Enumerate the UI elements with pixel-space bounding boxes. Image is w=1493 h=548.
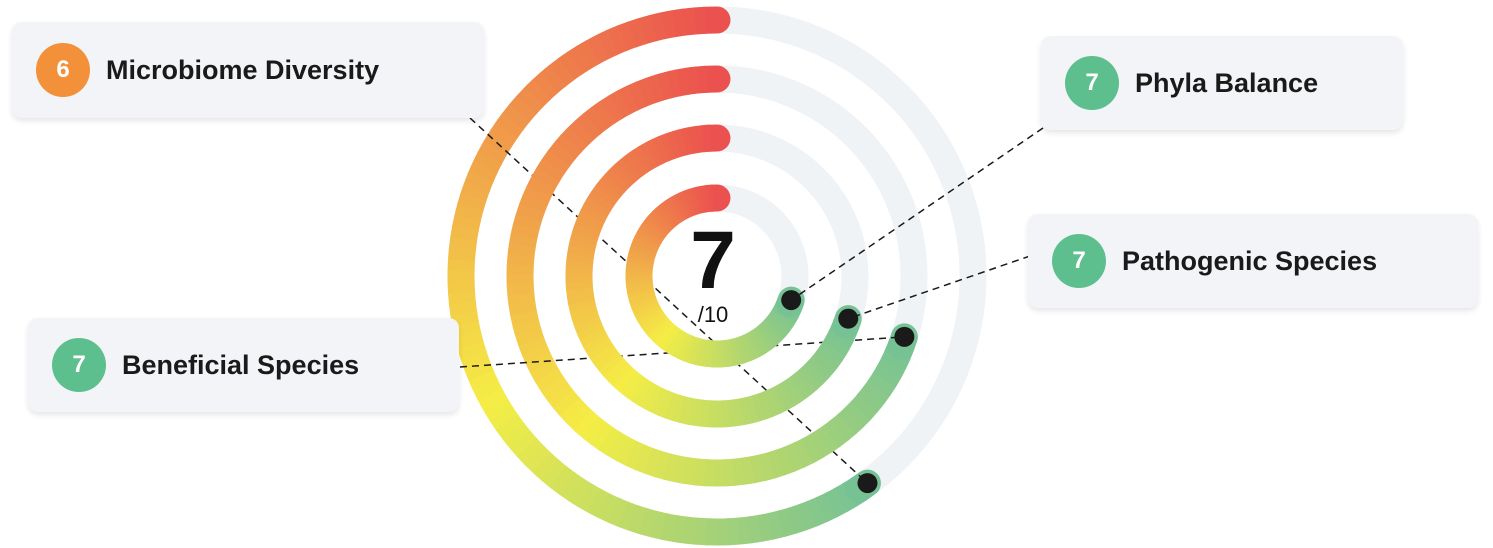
- ring-phyla-balance: [625, 127, 1044, 368]
- card-microbiome-diversity[interactable]: 6 Microbiome Diversity: [12, 22, 484, 118]
- connector-line: [790, 127, 1044, 301]
- ring-end-marker: [894, 326, 915, 347]
- overall-score: 7: [690, 215, 736, 306]
- card-beneficial-species[interactable]: 7 Beneficial Species: [28, 318, 459, 412]
- card-label: Beneficial Species: [122, 349, 360, 380]
- card-phyla-balance[interactable]: 7 Phyla Balance: [1041, 36, 1403, 130]
- card-label: Microbiome Diversity: [106, 54, 380, 85]
- ring-end-marker: [838, 308, 859, 329]
- ring-end-marker: [857, 473, 878, 494]
- overall-score-max: /10: [697, 302, 729, 327]
- ring-pathogenic-species: [565, 124, 1031, 428]
- ring-beneficial-species: [459, 65, 928, 487]
- card-label: Phyla Balance: [1135, 67, 1319, 98]
- score-badge: 6: [36, 43, 90, 97]
- connector-line: [848, 255, 1031, 320]
- ring-microbiome-diversity: [447, 6, 987, 546]
- score-badge: 7: [1065, 56, 1119, 110]
- card-label: Pathogenic Species: [1122, 245, 1378, 276]
- score-badge: 7: [52, 338, 106, 392]
- ring-end-marker: [781, 290, 802, 311]
- score-badge: 7: [1052, 234, 1106, 288]
- card-pathogenic-species[interactable]: 7 Pathogenic Species: [1028, 214, 1478, 308]
